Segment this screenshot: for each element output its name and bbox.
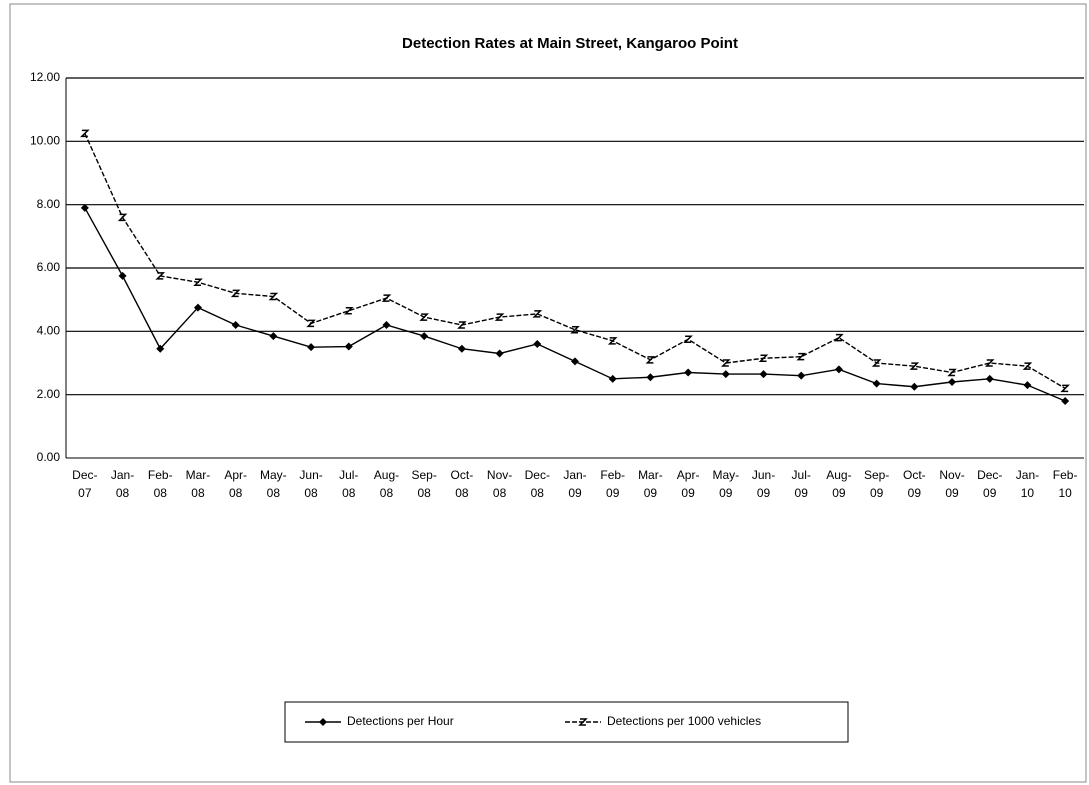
marker: [646, 373, 655, 382]
x-tick-label: Jan-09: [563, 468, 587, 500]
marker: [495, 349, 504, 358]
marker: [118, 271, 127, 280]
x-tick-label: Apr-08: [224, 468, 247, 500]
marker: [578, 718, 588, 726]
marker: [319, 718, 327, 726]
marker: [533, 340, 542, 348]
y-tick-label: 6.00: [37, 260, 61, 274]
x-tick-label: Feb-09: [600, 468, 626, 500]
y-tick-label: 8.00: [37, 197, 61, 211]
marker: [457, 321, 467, 329]
x-tick-label: Sep-08: [411, 468, 437, 500]
marker: [607, 337, 618, 345]
marker: [570, 326, 580, 334]
x-tick-label: Oct-08: [450, 468, 474, 500]
marker: [947, 368, 957, 377]
marker: [117, 213, 128, 222]
y-tick-label: 2.00: [37, 387, 61, 401]
marker: [834, 365, 843, 374]
marker: [420, 332, 429, 341]
marker: [156, 344, 165, 353]
x-tick-label: Oct-09: [902, 468, 926, 500]
x-tick-label: Jun-08: [299, 468, 323, 500]
legend-label: Detections per Hour: [347, 714, 454, 728]
marker: [457, 344, 466, 353]
marker: [984, 359, 995, 367]
y-tick-label: 12.00: [30, 70, 60, 84]
y-tick-label: 4.00: [37, 324, 61, 338]
x-tick-label: Apr-09: [676, 468, 700, 500]
x-tick-label: Dec-08: [524, 468, 550, 500]
marker: [230, 289, 241, 298]
marker: [193, 278, 203, 286]
marker: [532, 310, 543, 318]
series-line: [84, 207, 1066, 402]
x-tick-label: Feb-10: [1052, 468, 1078, 500]
x-tick-label: Mar-08: [185, 468, 211, 500]
marker: [1060, 384, 1070, 393]
x-tick-label: Sep-09: [863, 468, 890, 500]
x-tick-label: Jul-08: [339, 468, 359, 500]
marker: [683, 335, 693, 343]
marker: [721, 359, 731, 367]
marker: [80, 129, 90, 138]
series-line: [84, 133, 1066, 389]
marker: [721, 370, 730, 379]
marker: [343, 307, 354, 315]
marker: [1061, 397, 1070, 405]
x-tick-label: Feb-08: [147, 468, 173, 500]
x-tick-label: Jan-08: [110, 468, 135, 500]
marker: [834, 333, 844, 342]
marker: [344, 342, 353, 351]
marker: [571, 357, 579, 366]
marker: [645, 356, 656, 364]
x-tick-label: Jun-09: [751, 468, 776, 500]
marker: [759, 370, 768, 379]
marker: [307, 343, 316, 352]
x-tick-label: Nov-08: [486, 468, 513, 500]
x-tick-label: Mar-09: [638, 468, 663, 500]
x-tick-label: Dec-07: [72, 468, 98, 500]
marker: [909, 362, 920, 370]
marker: [382, 321, 391, 329]
marker: [910, 382, 919, 391]
marker: [231, 321, 240, 329]
x-tick-label: Dec-09: [977, 468, 1003, 500]
y-tick-label: 0.00: [37, 450, 61, 464]
legend-label: Detections per 1000 vehicles: [607, 714, 761, 728]
marker: [1023, 381, 1032, 390]
marker: [494, 313, 505, 321]
marker: [381, 294, 392, 302]
y-tick-label: 10.00: [30, 134, 60, 148]
marker: [985, 374, 994, 383]
marker: [758, 354, 769, 362]
marker: [193, 303, 202, 312]
x-tick-label: Jul-09: [791, 468, 811, 500]
marker: [155, 272, 166, 280]
marker: [306, 319, 316, 328]
marker: [684, 368, 693, 377]
x-tick-label: May-09: [712, 468, 740, 500]
x-tick-label: May-08: [260, 468, 287, 500]
marker: [80, 203, 89, 212]
marker: [419, 313, 429, 321]
x-tick-label: Nov-09: [939, 468, 965, 500]
chart-title: Detection Rates at Main Street, Kangaroo…: [402, 35, 738, 52]
x-tick-label: Aug-08: [373, 468, 400, 500]
marker: [796, 352, 807, 361]
chart-frame: [9, 3, 1087, 783]
marker: [797, 371, 806, 380]
marker: [948, 378, 957, 386]
x-tick-label: Jan-10: [1015, 468, 1040, 500]
x-tick-label: Aug-09: [826, 468, 852, 500]
marker: [269, 332, 278, 341]
marker: [608, 374, 617, 383]
marker: [872, 379, 881, 388]
marker: [871, 359, 882, 367]
marker: [268, 292, 279, 301]
marker: [1022, 362, 1033, 370]
